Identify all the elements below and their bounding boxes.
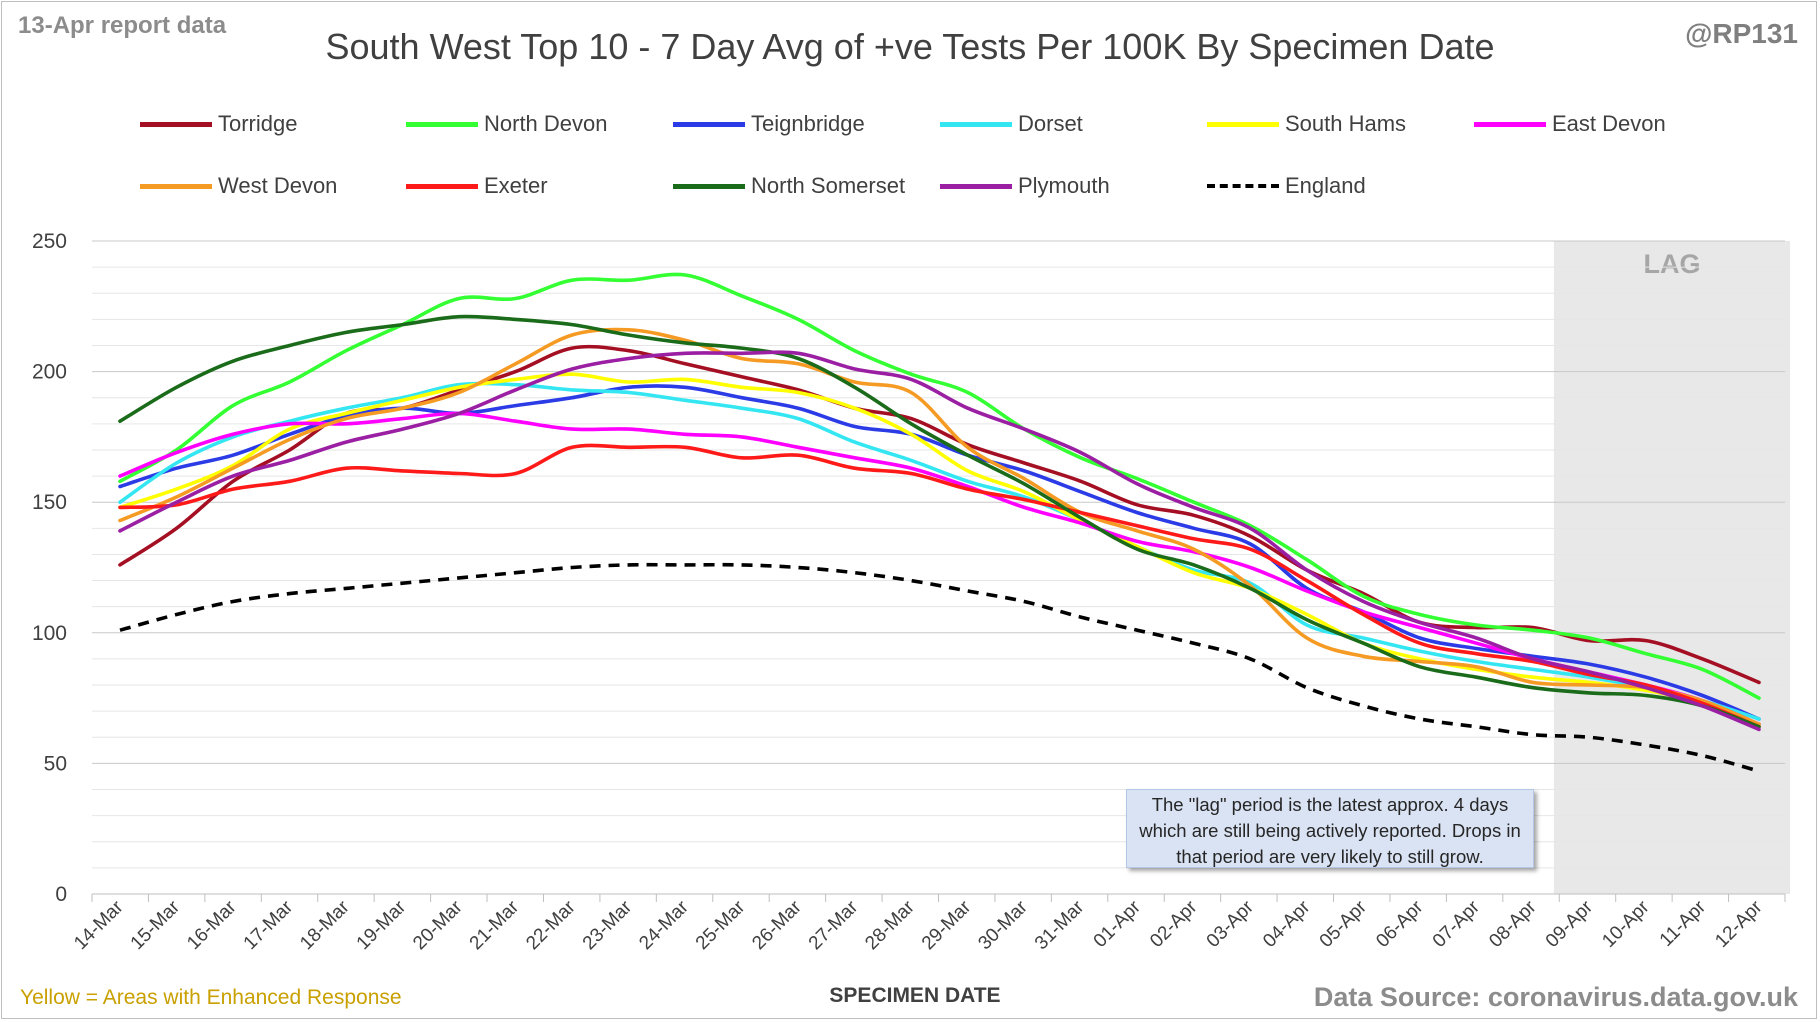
x-tick-label: 09-Apr bbox=[1542, 896, 1598, 952]
x-tick-label: 02-Apr bbox=[1146, 896, 1202, 952]
legend-item-torridge: Torridge bbox=[140, 109, 297, 139]
x-tick-label: 14-Mar bbox=[70, 896, 128, 954]
y-tick-label: 200 bbox=[32, 361, 67, 384]
x-tick-label: 05-Apr bbox=[1316, 896, 1372, 952]
legend-item-north-somerset: North Somerset bbox=[673, 171, 905, 201]
series-line-plymouth bbox=[118, 350, 1761, 732]
legend-item-teignbridge: Teignbridge bbox=[673, 109, 865, 139]
author-handle: @RP131 bbox=[1685, 18, 1798, 49]
legend-label: Torridge bbox=[218, 111, 298, 136]
legend-item-north-devon: North Devon bbox=[406, 109, 608, 139]
x-tick-label: 28-Mar bbox=[861, 896, 919, 954]
legend-swatch bbox=[940, 183, 1012, 189]
series-line-north-devon bbox=[118, 272, 1761, 700]
x-tick-label: 04-Apr bbox=[1259, 896, 1315, 952]
x-tick-label: 03-Apr bbox=[1203, 896, 1259, 952]
x-tick-label: 07-Apr bbox=[1429, 896, 1485, 952]
legend-swatch bbox=[1207, 184, 1279, 188]
legend-swatch bbox=[940, 121, 1012, 127]
y-tick-label: 0 bbox=[55, 883, 67, 906]
legend-swatch bbox=[406, 183, 478, 189]
legend-swatch bbox=[673, 121, 745, 127]
legend-label: Teignbridge bbox=[751, 111, 865, 136]
x-tick-label: 23-Mar bbox=[579, 896, 637, 954]
legend-swatch bbox=[1474, 121, 1546, 127]
x-tick-label: 29-Mar bbox=[918, 896, 976, 954]
lag-region bbox=[1553, 241, 1791, 894]
series-line-exeter bbox=[118, 443, 1761, 729]
legend-label: Exeter bbox=[484, 173, 548, 198]
y-tick-label: 50 bbox=[44, 752, 67, 775]
lag-label: LAG bbox=[1643, 249, 1700, 279]
series-line-england bbox=[119, 562, 1760, 773]
x-tick-label: 16-Mar bbox=[183, 896, 241, 954]
legend-swatch bbox=[140, 183, 212, 189]
legend-item-east-devon: East Devon bbox=[1474, 109, 1666, 139]
x-tick-label: 22-Mar bbox=[522, 896, 580, 954]
x-tick-label: 31-Mar bbox=[1031, 896, 1089, 954]
x-tick-label: 30-Mar bbox=[974, 896, 1032, 954]
legend-label: Dorset bbox=[1018, 111, 1083, 136]
legend-label: Plymouth bbox=[1018, 173, 1110, 198]
x-tick-label: 15-Mar bbox=[127, 896, 185, 954]
legend-swatch bbox=[406, 121, 478, 127]
legend-label: South Hams bbox=[1285, 111, 1407, 136]
x-tick-label: 21-Mar bbox=[466, 896, 524, 954]
x-tick-label: 06-Apr bbox=[1372, 896, 1428, 952]
legend-swatch bbox=[140, 121, 212, 127]
legend-label: England bbox=[1285, 173, 1366, 198]
legend-item-dorset: Dorset bbox=[940, 109, 1083, 139]
series-line-dorset bbox=[118, 381, 1761, 721]
x-tick-label: 11-Apr bbox=[1656, 896, 1711, 951]
x-axis-title: SPECIMEN DATE bbox=[829, 984, 1001, 1007]
series-line-east-devon bbox=[118, 411, 1761, 726]
x-tick-label: 01-Apr bbox=[1090, 896, 1146, 952]
y-tick-label: 150 bbox=[32, 491, 67, 514]
legend-label: North Devon bbox=[484, 111, 608, 136]
y-tick-label: 250 bbox=[32, 230, 67, 253]
legend-item-england: England bbox=[1207, 171, 1366, 201]
enhanced-response-note: Yellow = Areas with Enhanced Response bbox=[20, 986, 402, 1009]
legend-label: East Devon bbox=[1552, 111, 1666, 136]
legend-item-west-devon: West Devon bbox=[140, 171, 337, 201]
x-tick-label: 10-Apr bbox=[1598, 896, 1654, 952]
series-line-north-somerset bbox=[118, 314, 1761, 729]
x-tick-label: 12-Apr bbox=[1711, 896, 1767, 952]
x-tick-label: 08-Apr bbox=[1485, 896, 1541, 952]
x-tick-label: 25-Mar bbox=[692, 896, 750, 954]
x-tick-label: 17-Mar bbox=[240, 896, 298, 954]
legend-item-south-hams: South Hams bbox=[1207, 109, 1406, 139]
report-date-label: 13-Apr report data bbox=[18, 12, 227, 39]
chart-title: South West Top 10 - 7 Day Avg of +ve Tes… bbox=[325, 26, 1495, 67]
legend-item-plymouth: Plymouth bbox=[940, 171, 1110, 201]
x-tick-label: 26-Mar bbox=[748, 896, 806, 954]
legend-label: West Devon bbox=[218, 173, 338, 198]
legend-swatch bbox=[673, 183, 745, 189]
series-line-south-hams bbox=[118, 372, 1761, 726]
x-tick-label: 24-Mar bbox=[635, 896, 693, 954]
x-tick-label: 20-Mar bbox=[409, 896, 467, 954]
series-line-torridge bbox=[118, 344, 1761, 685]
y-tick-label: 100 bbox=[32, 622, 67, 645]
x-tick-label: 27-Mar bbox=[805, 896, 863, 954]
x-tick-label: 19-Mar bbox=[353, 896, 411, 954]
lag-note: The "lag" period is the latest approx. 4… bbox=[1126, 789, 1534, 868]
legend-label: North Somerset bbox=[751, 173, 906, 198]
legend-swatch bbox=[1207, 121, 1279, 127]
legend-item-exeter: Exeter bbox=[406, 171, 548, 201]
series-line-west-devon bbox=[118, 327, 1761, 726]
x-tick-label: 18-Mar bbox=[296, 896, 354, 954]
data-source: Data Source: coronavirus.data.gov.uk bbox=[1313, 982, 1798, 1012]
